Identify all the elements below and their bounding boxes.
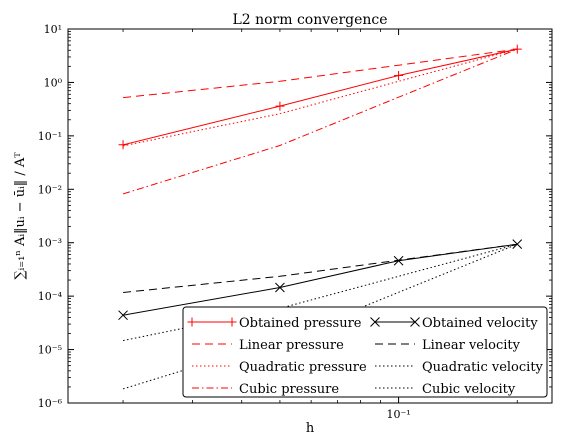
legend: Obtained pressure Linear pressure Quadrati… [182, 306, 548, 398]
legend-marker-1 [187, 317, 197, 327]
data-point-1-1 [118, 140, 128, 150]
y-tick-label: 10⁻⁵ [38, 344, 62, 357]
data-point-5-1 [118, 310, 128, 321]
legend-label-1: Obtained pressure [239, 316, 362, 331]
legend-label-6: Linear velocity [422, 338, 521, 353]
y-axis-title-text: ∑ᵢ₌₁ⁿ Aᵢ‖uᵢ − ūᵢ‖ / Aᵀ [13, 152, 28, 280]
chart-title: L2 norm convergence [232, 12, 387, 28]
series-line-5 [123, 243, 518, 316]
tick-layer: 10⁻⁶ 10⁻⁵ 10⁻⁴ 10⁻³ 10⁻² 10⁻¹ 10⁰ 10¹ 10⁻¹ [38, 23, 552, 421]
y-tick-label: 10⁻⁶ [38, 397, 63, 410]
legend-label-4: Cubic pressure [239, 382, 339, 397]
plot-frame [67, 28, 553, 404]
legend-box [182, 306, 548, 398]
x-axis-title: h [306, 421, 315, 436]
data-point-1-3 [394, 70, 404, 80]
y-tick-label: 10⁻³ [38, 237, 62, 250]
legend-label-2: Linear pressure [239, 338, 344, 353]
legend-label-8: Cubic velocity [422, 382, 516, 397]
legend-label-5: Obtained velocity [422, 316, 538, 331]
legend-label-3: Quadratic pressure [239, 360, 367, 375]
series-line-3 [122, 48, 518, 147]
series-line-6 [123, 243, 518, 293]
y-tick-label: 10⁻¹ [38, 130, 62, 143]
series-line-2 [123, 48, 518, 99]
legend-marker-5 [370, 317, 380, 327]
series-line-4 [122, 48, 518, 195]
y-tick-label: 10⁻² [38, 183, 62, 196]
data-point-1-2 [275, 101, 285, 111]
series-line-1 [122, 48, 518, 146]
legend-marker-1 [227, 317, 237, 327]
data-point-5-3 [393, 255, 404, 266]
y-tick-label: 10¹ [44, 23, 62, 36]
legend-label-7: Quadratic velocity [422, 360, 544, 375]
legend-marker-5 [410, 317, 420, 327]
y-tick-label: 10⁰ [44, 76, 63, 89]
data-point-5-2 [275, 282, 285, 293]
y-axis-title: ∑ᵢ₌₁ⁿ Aᵢ‖uᵢ − ūᵢ‖ / Aᵀ [13, 152, 28, 280]
x-tick-label: 10⁻¹ [386, 408, 410, 421]
y-tick-label: 10⁻⁴ [38, 290, 63, 303]
